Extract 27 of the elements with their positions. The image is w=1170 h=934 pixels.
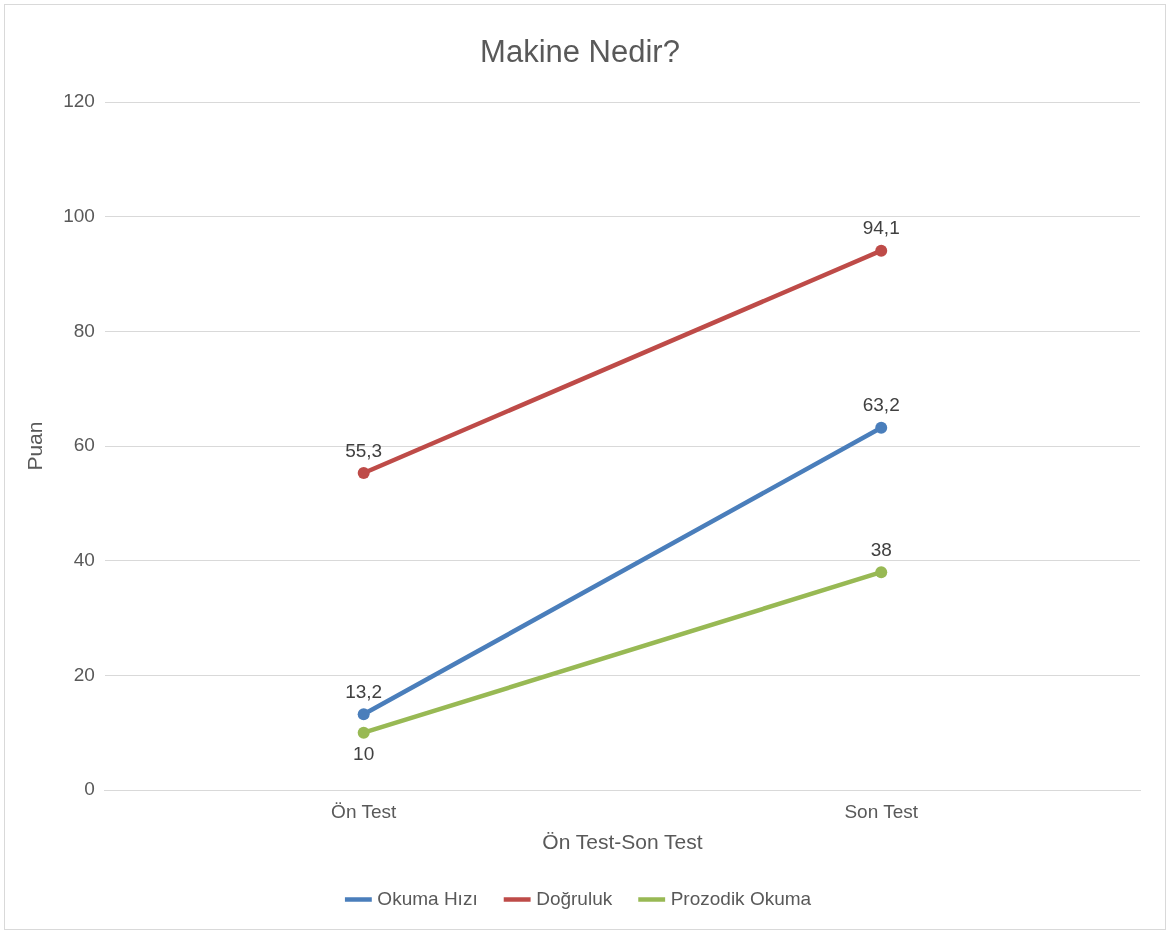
data-label: 38 xyxy=(870,538,892,560)
point xyxy=(357,726,370,739)
y-axis-title: Puan xyxy=(23,421,47,471)
legend-label: Doğruluk xyxy=(536,887,613,909)
y-tick-label: 0 xyxy=(84,778,95,800)
point xyxy=(875,244,888,257)
legend-label: Prozodik Okuma xyxy=(670,887,812,909)
data-label: 55,3 xyxy=(345,439,383,461)
y-tick-label: 20 xyxy=(73,663,95,685)
data-label: 13,2 xyxy=(345,681,383,703)
point xyxy=(357,467,370,480)
data-label: 94,1 xyxy=(862,217,900,239)
y-tick-label: 60 xyxy=(73,434,95,456)
data-label: 63,2 xyxy=(862,394,900,416)
point xyxy=(357,708,370,721)
x-tick-label: Son Test xyxy=(844,800,919,822)
x-axis-title: Ön Test-Son Test xyxy=(542,830,703,854)
y-tick-label: 40 xyxy=(73,548,95,570)
point xyxy=(875,566,888,579)
y-tick-label: 80 xyxy=(73,319,95,341)
point xyxy=(875,421,888,434)
data-label: 10 xyxy=(353,743,375,765)
y-tick-label: 100 xyxy=(63,205,95,227)
legend-label: Okuma Hızı xyxy=(377,887,478,909)
x-tick-label: Ön Test xyxy=(331,800,397,822)
y-tick-label: 120 xyxy=(63,90,95,112)
chart-title: Makine Nedir? xyxy=(480,34,680,70)
